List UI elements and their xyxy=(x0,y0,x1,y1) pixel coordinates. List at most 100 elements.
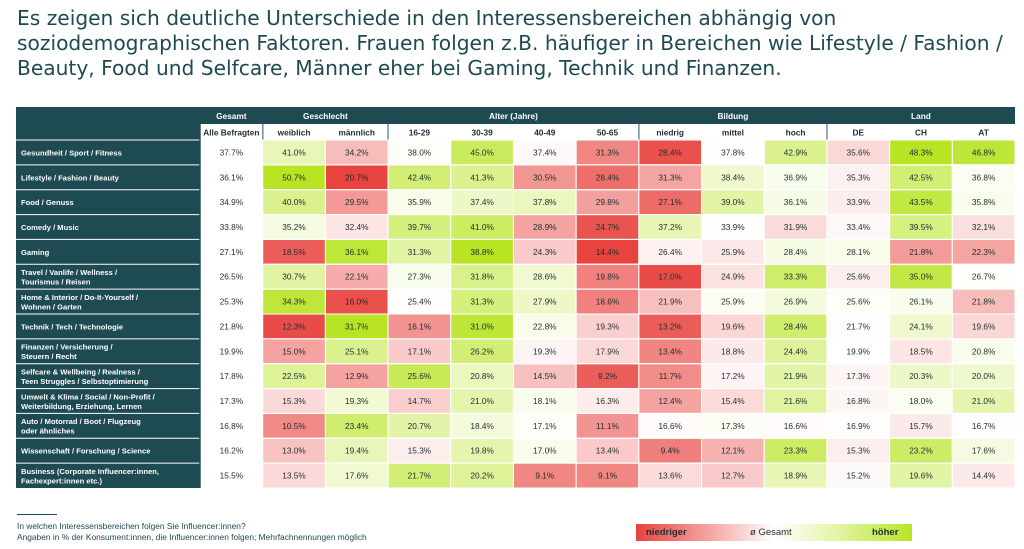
cell-r8-c10 xyxy=(826,338,891,365)
question-note: In welchen Interessensbereichen folgen S… xyxy=(17,521,246,531)
cell-r9-c2 xyxy=(324,363,389,390)
cell-value-r7-c0: 21.8% xyxy=(220,321,244,331)
cell-r13-c4 xyxy=(450,462,514,488)
cell-value-r8-c3: 17.1% xyxy=(408,346,432,356)
row-label-0-0: Gesundheit / Sport / Fitness xyxy=(21,148,122,157)
cell-value-r6-c9: 26.9% xyxy=(784,297,808,307)
cell-value-r11-c6: 11.1% xyxy=(596,421,620,431)
cell-r5-c9 xyxy=(763,263,828,290)
cell-value-r2-c4: 37.4% xyxy=(470,197,494,207)
cell-value-r0-c0: 37.7% xyxy=(220,147,244,157)
cell-r7-c2 xyxy=(324,313,389,340)
cell-value-r3-c1: 35.2% xyxy=(282,222,306,232)
cell-value-r4-c11: 21.8% xyxy=(909,247,933,257)
cell-value-r2-c3: 35.9% xyxy=(408,197,432,207)
cell-r9-c5 xyxy=(512,363,577,390)
cell-value-r5-c2: 22.1% xyxy=(345,272,369,282)
row-label-8-1: Steuern / Recht xyxy=(21,352,77,361)
cell-value-r0-c3: 38.0% xyxy=(408,147,432,157)
cell-value-r7-c3: 16.1% xyxy=(408,321,432,331)
cell-r11-c1 xyxy=(262,412,326,439)
cell-value-r8-c0: 19.9% xyxy=(220,346,244,356)
cell-value-r10-c3: 14.7% xyxy=(408,396,432,406)
column-header-1: weiblich xyxy=(277,128,311,138)
row-label-9-1: Teen Struggles / Selbstoptimierung xyxy=(21,377,149,386)
row-label-11-0: Auto / Motorrad / Boot / Flugzeug xyxy=(21,417,141,426)
cell-value-r5-c5: 28.6% xyxy=(533,272,557,282)
row-label-5-1: Tourismus / Reisen xyxy=(21,277,91,286)
cell-value-r3-c4: 41.0% xyxy=(470,222,494,232)
cell-value-r1-c1: 50.7% xyxy=(282,172,306,182)
cell-r5-c0 xyxy=(199,263,264,290)
cell-value-r5-c10: 25.6% xyxy=(847,272,871,282)
cell-r1-c1 xyxy=(262,164,326,191)
cell-value-r10-c6: 16.3% xyxy=(596,396,620,406)
group-header-4: Land xyxy=(911,111,931,121)
cell-r3-c6 xyxy=(575,214,640,240)
cell-value-r9-c10: 17.3% xyxy=(847,371,871,381)
cell-value-r7-c2: 31.7% xyxy=(345,321,369,331)
column-header-5: 40-49 xyxy=(534,128,556,138)
cell-value-r4-c12: 22.3% xyxy=(972,247,996,257)
row-label-7-0: Technik / Tech / Technologie xyxy=(21,322,123,331)
cell-value-r13-c5: 9.1% xyxy=(535,471,555,481)
cell-value-r1-c11: 42.5% xyxy=(909,172,933,182)
cell-value-r13-c10: 15.2% xyxy=(847,471,871,481)
cell-value-r1-c2: 20.7% xyxy=(345,172,369,182)
cell-value-r5-c11: 35.0% xyxy=(909,272,933,282)
cell-value-r5-c6: 19.8% xyxy=(596,272,620,282)
cell-value-r12-c12: 17.6% xyxy=(972,446,996,456)
cell-value-r13-c9: 18.9% xyxy=(784,471,808,481)
row-label-12-0: Wissenschaft / Forschung / Science xyxy=(21,447,150,456)
cell-value-r4-c5: 24.3% xyxy=(533,247,557,257)
cell-value-r12-c1: 13.0% xyxy=(282,446,306,456)
cell-value-r9-c6: 9.2% xyxy=(598,371,618,381)
page-title: Es zeigen sich deutliche Unterschiede in… xyxy=(17,6,1017,81)
cell-r3-c4 xyxy=(450,214,514,240)
group-header-2: Alter (Jahre) xyxy=(489,111,538,121)
cell-r10-c7 xyxy=(638,388,703,414)
cell-value-r12-c5: 17.0% xyxy=(533,446,557,456)
column-header-band xyxy=(200,124,1015,140)
cell-r8-c3 xyxy=(387,338,452,365)
cell-r8-c5 xyxy=(512,338,577,365)
row-label-6-1: Wohnen / Garten xyxy=(21,302,82,311)
cell-value-r5-c0: 26.5% xyxy=(220,272,244,282)
cell-value-r13-c4: 20.2% xyxy=(470,471,494,481)
cell-r0-c11 xyxy=(889,139,953,166)
column-header-0: Alle Befragten xyxy=(203,128,259,138)
cell-value-r10-c0: 17.3% xyxy=(220,396,244,406)
cell-value-r3-c9: 31.9% xyxy=(784,222,808,232)
cell-value-r9-c8: 17.2% xyxy=(721,371,745,381)
cell-value-r4-c7: 26.4% xyxy=(658,247,682,257)
cell-r0-c4 xyxy=(450,139,514,166)
row-label-4-0: Gaming xyxy=(21,248,50,257)
cell-r7-c9 xyxy=(763,313,828,340)
row-label-5-0: Travel / Vanlife / Wellness / xyxy=(21,268,118,277)
cell-value-r11-c12: 16.7% xyxy=(972,421,996,431)
cell-value-r9-c2: 12.9% xyxy=(345,371,369,381)
cell-value-r2-c10: 33.9% xyxy=(847,197,871,207)
cell-r11-c12 xyxy=(951,412,1015,439)
cell-r0-c8 xyxy=(701,139,765,166)
cell-value-r10-c9: 21.6% xyxy=(784,396,808,406)
cell-value-r12-c6: 13.4% xyxy=(596,446,620,456)
cell-value-r8-c5: 19.3% xyxy=(533,346,557,356)
cell-value-r6-c4: 31.3% xyxy=(470,297,494,307)
cell-value-r0-c6: 31.3% xyxy=(596,147,620,157)
cell-r8-c7 xyxy=(638,338,703,365)
cell-value-r11-c2: 23.4% xyxy=(345,421,369,431)
cell-value-r13-c3: 21.7% xyxy=(408,471,432,481)
group-header-band xyxy=(200,107,1015,124)
cell-value-r10-c4: 21.0% xyxy=(470,396,494,406)
column-header-3: 16-29 xyxy=(409,128,431,138)
cell-r7-c3 xyxy=(387,313,452,340)
cell-value-r6-c1: 34.3% xyxy=(282,297,306,307)
column-header-11: CH xyxy=(915,128,927,138)
heatmap-table: Gesamt Geschlecht Alter (Jahre) Bildung Land… xyxy=(16,107,1015,488)
legend-mid-label: ø Gesamt xyxy=(750,527,792,538)
cell-r9-c0 xyxy=(199,363,264,390)
cell-r13-c7 xyxy=(638,462,703,488)
cell-value-r6-c8: 25.9% xyxy=(721,297,745,307)
row-label-1-0: Lifestyle / Fashion / Beauty xyxy=(21,173,120,182)
